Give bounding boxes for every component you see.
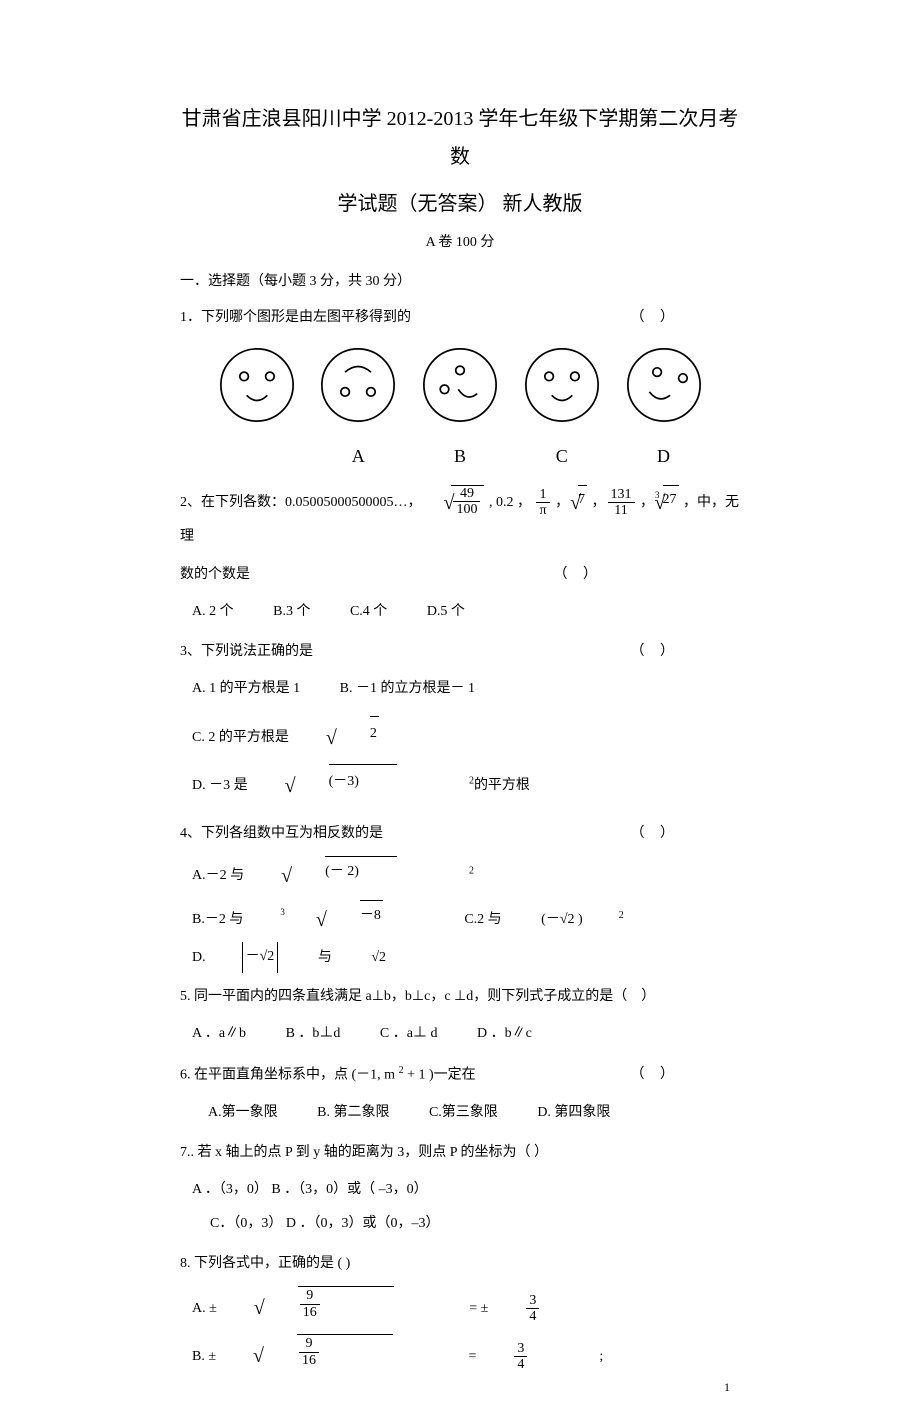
q3-text: 3、下列说法正确的是 [180,644,313,659]
q4-opt-a: A.－2 与 √(－ 2)2 [192,854,474,898]
face-b-svg [417,342,503,428]
q3-opt-d-post: 的平方根 [474,769,530,803]
q3-opt-c-pre: C. 2 的平方根是 [192,721,289,755]
q6-paren: （ ） [631,1061,681,1089]
q2-sqrt-frac: √ 49100 [444,483,485,523]
title-line-2: 学试题（无答案） 新人教版 [180,186,740,222]
face-c-label: C [519,440,605,472]
q2: 2、在下列各数：0.05005000500005…， √ 49100 , 0.2… [180,483,740,551]
q2-cbrt27: 3√27 [655,483,678,523]
q3-paren: （ ） [631,638,681,666]
q2-opt-b: B.3 个 [273,595,310,629]
q5-opt-d: D ．b∥c [477,1017,532,1051]
q2-frac1-num: 49 [453,486,480,502]
face-c-svg [519,342,605,428]
page-number: 1 [724,1377,730,1399]
q2-frac3: 13111 [608,487,635,519]
q2-line2-text: 数的个数是 [180,567,250,582]
q4: 4、下列各组数中互为相反数的是 （ ） [180,820,740,848]
face-option-b: B [417,342,503,472]
q7-opts-row1: A ．（3，0） B ．（3，0）或（ –3，0） [192,1173,740,1207]
q3-options-row1: A. 1 的平方根是 1 B. －1 的立方根是－ 1 [180,672,740,706]
q3-opt-b: B. －1 的立方根是－ 1 [340,672,475,706]
q2-opt-a: A. 2 个 [192,595,234,629]
face-option-a: A [315,342,401,472]
q6-opt-d: D. 第四象限 [537,1096,610,1130]
q4-text: 4、下列各组数中互为相反数的是 [180,826,383,841]
q5-opt-c: C ．a⊥ d [380,1017,438,1051]
q2-opt-d: D.5 个 [427,595,465,629]
q2-options: A. 2 个 B.3 个 C.4 个 D.5 个 [180,595,740,629]
face-original-svg [214,342,300,428]
face-d-svg [621,342,707,428]
face-original [214,342,300,472]
q8: 8. 下列各式中，正确的是 ( ) [180,1250,740,1278]
q3-opt-d-pre: D. －3 是 [192,769,248,803]
face-b-label: B [417,440,503,472]
q8-opt-a: A. ± √916 = ±34 [192,1284,611,1332]
q1-paren: （ ） [631,304,681,332]
q6-post: + 1 )一定在 [404,1068,476,1083]
q7: 7.. 若 x 轴上的点 P 到 y 轴的距离为 3，则点 P 的坐标为（ ） [180,1139,740,1167]
q2-line2: 数的个数是 （ ） [180,561,740,589]
q2-v1: 0.2 [496,495,514,510]
q7-opts-row2: C．（0，3） D ．（0，3）或（0，–3） [192,1207,740,1241]
q3-opt-d: D. －3 是√(－3)2 的平方根 [192,762,566,810]
q4-opt-c: C.2 与 (－√2 )2 [464,905,623,936]
q4-paren: （ ） [631,820,681,848]
face-d-label: D [621,440,707,472]
q3-opt-c: C. 2 的平方根是√2 [192,714,451,762]
q1: 1．下列哪个图形是由左图平移得到的 （ ） [180,304,740,332]
q5-opt-a: A ．a∥b [192,1017,246,1051]
q2-pre: 2、在下列各数：0.05005000500005…， [180,495,422,510]
q6-opt-b: B. 第二象限 [317,1096,389,1130]
q5: 5. 同一平面内的四条直线满足 a⊥b，b⊥c，c ⊥d，则下列式子成立的是（ … [180,983,740,1011]
q5-options: A ．a∥b B ．b⊥d C ．a⊥ d D ．b∥c [180,1017,740,1051]
title-line-1: 甘肃省庄浪县阳川中学 2012-2013 学年七年级下学期第二次月考数 [180,100,740,176]
q2-frac2-den: π [536,503,549,518]
q2-frac2: 1π [536,487,549,519]
q1-text: 1．下列哪个图形是由左图平移得到的 [180,310,411,325]
q2-frac1-den: 100 [453,502,480,517]
q4-opt-b: B.－2 与 3√－8 [192,898,455,942]
face-option-c: C [519,342,605,472]
q2-opt-c: C.4 个 [350,595,387,629]
q6-opt-c: C.第三象限 [429,1096,498,1130]
section-1-heading: 一．选择题（每小题 3 分，共 30 分） [180,269,740,294]
q4-options: A.－2 与 √(－ 2)2 B.－2 与 3√－8 C.2 与 (－√2 )2… [180,854,740,973]
face-a-label: A [315,440,401,472]
q1-figure-row: A B C [180,342,740,472]
q5-opt-b: B ．b⊥d [286,1017,341,1051]
q4-opt-d: D. －√2 与 √2 [192,942,422,973]
q2-frac2-num: 1 [536,487,549,503]
q2-paren: （ ） [554,561,604,589]
q3-opt-a: A. 1 的平方根是 1 [192,672,300,706]
q6-options: A.第一象限 B. 第二象限 C.第三象限 D. 第四象限 [180,1096,740,1130]
face-a-svg [315,342,401,428]
q2-frac3-num: 131 [608,487,635,503]
paper-label: A 卷 100 分 [180,230,740,255]
q6-pre: 6. 在平面直角坐标系中，点 (－1, m [180,1068,399,1083]
q8-options: A. ± √916 = ±34 B. ± √916 =34; [180,1284,740,1380]
q3: 3、下列说法正确的是 （ ） [180,638,740,666]
q3-options-row2: C. 2 的平方根是√2 D. －3 是√(－3)2 的平方根 [180,714,740,810]
q8-opt-b: B. ± √916 =34; [192,1332,639,1380]
q6: 6. 在平面直角坐标系中，点 (－1, m 2 + 1 )一定在 （ ） [180,1061,740,1090]
face-option-d: D [621,342,707,472]
q6-opt-a: A.第一象限 [208,1096,278,1130]
q7-options: A ．（3，0） B ．（3，0）或（ –3，0） C．（0，3） D ．（0，… [180,1173,740,1240]
q2-frac3-den: 11 [608,503,635,518]
q2-sqrt7: √7 [570,483,587,523]
